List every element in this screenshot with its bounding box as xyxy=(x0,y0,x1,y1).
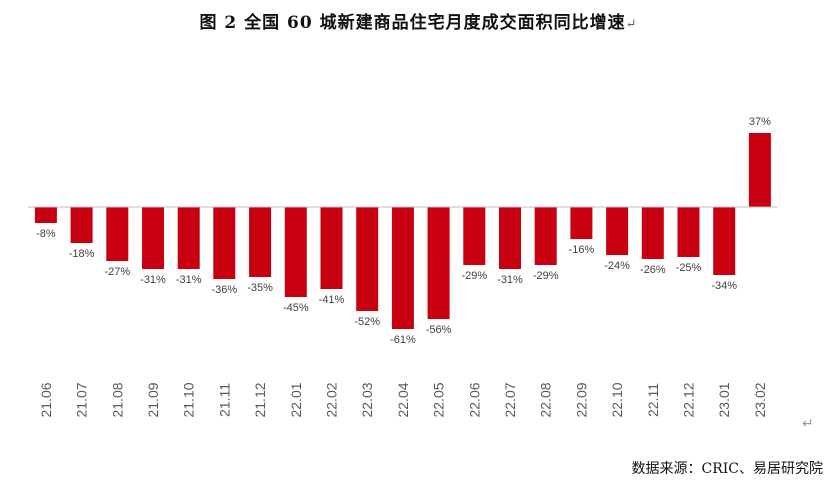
value-label-21.12: -35% xyxy=(247,282,273,294)
bar-21.12 xyxy=(249,207,272,277)
bar-21.08 xyxy=(106,207,129,261)
value-label-21.06: -8% xyxy=(36,228,56,240)
value-label-21.09: -31% xyxy=(140,274,166,286)
bar-22.07 xyxy=(499,207,521,269)
bar-21.11 xyxy=(213,207,236,279)
bar-22.05 xyxy=(427,207,450,319)
bars-group xyxy=(34,133,771,329)
bar-23.02 xyxy=(748,133,771,207)
value-label-22.07: -31% xyxy=(497,274,523,286)
category-label-22.12: 22.12 xyxy=(681,382,697,417)
category-label-22.11: 22.11 xyxy=(645,383,661,417)
value-label-21.08: -27% xyxy=(104,266,130,278)
source-note: 数据来源：CRIC、易居研究院 xyxy=(631,461,824,477)
value-label-21.10: -31% xyxy=(176,274,202,286)
bar-22.11 xyxy=(641,207,664,259)
bar-22.09 xyxy=(570,207,593,239)
category-label-22.08: 22.08 xyxy=(538,382,554,417)
bar-22.03 xyxy=(356,207,379,311)
value-label-23.01: -34% xyxy=(711,280,737,292)
value-labels-group: -8%-18%-27%-31% -31%-36% -35%-45%-41%-52%-… xyxy=(36,116,771,346)
category-label-22.06: 22.06 xyxy=(466,382,482,417)
category-label-22.09: 22.09 xyxy=(573,382,589,417)
chart-title-text: 图 2 全国 60 城新建商品住宅月度成交面积同比增速 xyxy=(199,13,626,33)
bar-21.09 xyxy=(142,207,164,269)
value-label-22.02: -41% xyxy=(319,294,345,306)
bar-21.07 xyxy=(70,207,93,243)
category-label-22.05: 22.05 xyxy=(431,382,447,417)
bar-22.12 xyxy=(677,207,700,257)
category-label-22.10: 22.10 xyxy=(609,382,625,417)
value-label-22.12: -25% xyxy=(676,262,702,274)
category-label-22.01: 22.01 xyxy=(288,382,304,417)
value-label-22.06: -29% xyxy=(461,270,487,282)
category-label-22.04: 22.04 xyxy=(395,382,411,417)
value-label-22.04: -61% xyxy=(390,334,416,346)
value-label-22.09: -16% xyxy=(569,244,595,256)
category-labels-group: 21.06 21.07 21.08 21.09 21.10 21.11 21.12 22.01… xyxy=(38,382,768,417)
value-label-21.07: -18% xyxy=(69,248,95,260)
category-label-21.11: 21.11 xyxy=(216,383,232,417)
value-label-21.11: -36% xyxy=(211,284,237,296)
category-label-22.03: 22.03 xyxy=(359,382,375,417)
value-label-22.01: -45% xyxy=(283,302,309,314)
bar-22.06 xyxy=(463,207,486,265)
category-label-21.06: 21.06 xyxy=(38,382,54,417)
return-mark-icon: ↵ xyxy=(625,17,638,32)
value-label-22.11: -26% xyxy=(640,264,666,276)
bar-22.04 xyxy=(391,207,414,329)
return-mark-icon: ↵ xyxy=(802,416,814,432)
bar-21.06 xyxy=(34,207,57,223)
bar-23.01 xyxy=(713,207,736,275)
category-label-23.01: 23.01 xyxy=(716,382,732,417)
category-label-22.02: 22.02 xyxy=(324,382,340,417)
category-label-21.10: 21.10 xyxy=(181,382,197,417)
category-label-21.12: 21.12 xyxy=(252,382,268,417)
bar-21.10 xyxy=(177,207,200,269)
value-label-22.05: -56% xyxy=(426,324,452,336)
category-label-21.09: 21.09 xyxy=(145,382,161,417)
value-label-23.02: 37% xyxy=(749,116,771,128)
category-label-22.07: 22.07 xyxy=(502,382,518,417)
value-label-22.03: -52% xyxy=(354,316,380,328)
bar-22.10 xyxy=(606,207,629,255)
category-label-21.08: 21.08 xyxy=(109,382,125,417)
category-label-23.02: 23.02 xyxy=(752,382,768,417)
value-label-22.08: -29% xyxy=(533,270,559,282)
value-label-22.10: -24% xyxy=(604,260,630,272)
chart-title: 图 2 全国 60 城新建商品住宅月度成交面积同比增速↵ xyxy=(0,8,837,33)
category-label-21.07: 21.07 xyxy=(74,382,90,417)
bar-22.08 xyxy=(534,207,557,265)
bar-22.01 xyxy=(284,207,307,297)
bar-22.02 xyxy=(320,207,343,289)
